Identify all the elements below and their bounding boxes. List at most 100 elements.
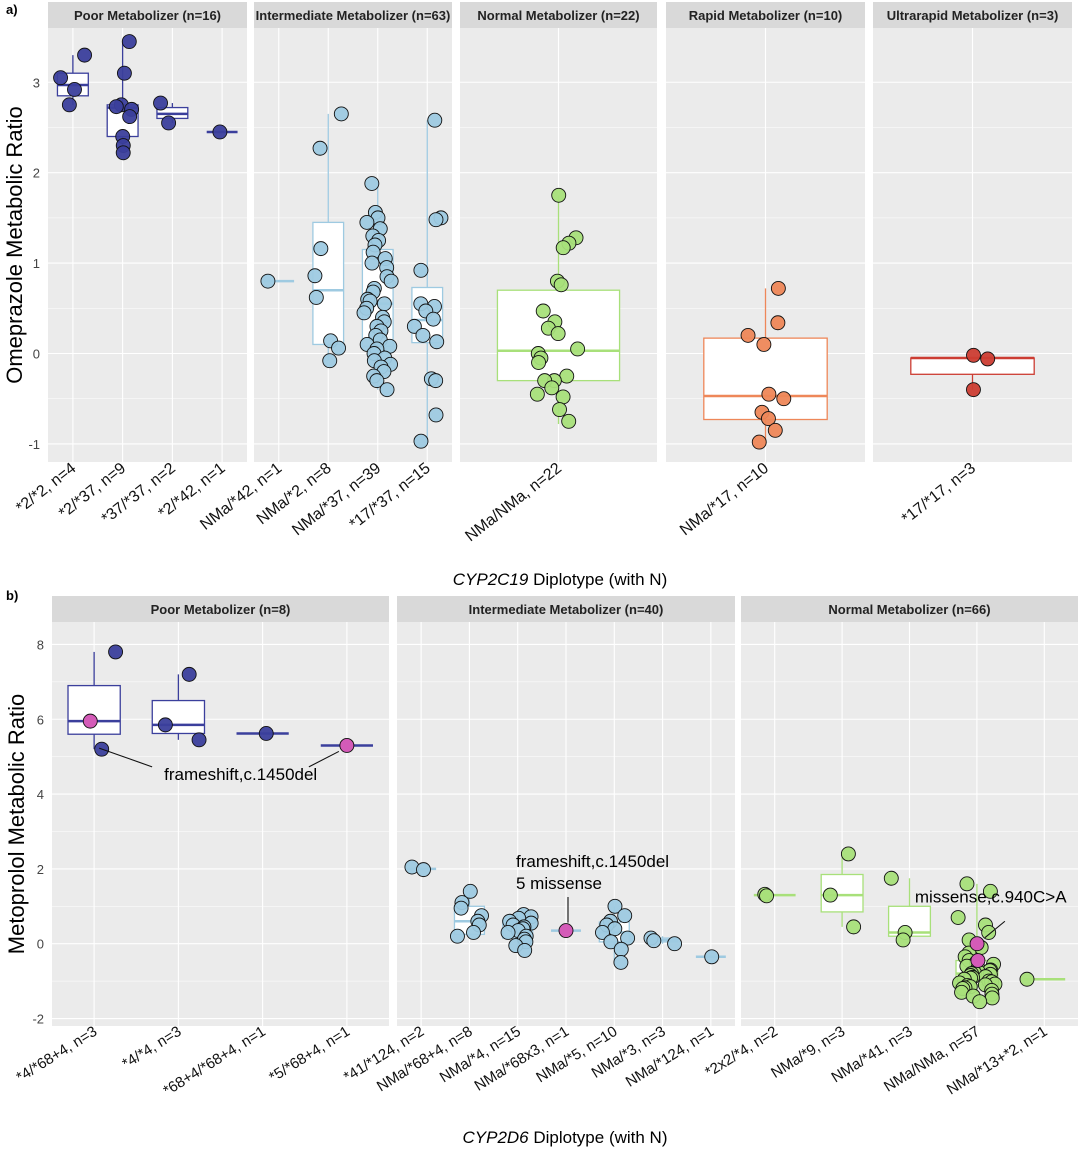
data-point <box>364 176 380 191</box>
data-point <box>307 268 323 284</box>
facet-strip <box>52 596 389 622</box>
facet-strip <box>873 2 1072 28</box>
x-axis-title-gene: CYP2C19 <box>453 570 529 589</box>
facet: Poor Metabolizer (n=16)*2/*2, n=4*2/*37,… <box>13 2 247 528</box>
facet: Intermediate Metabolizer (n=40)*41/*124,… <box>341 596 735 1095</box>
data-point <box>950 910 966 925</box>
data-point <box>559 368 575 384</box>
y-tick-label: 8 <box>37 637 44 652</box>
x-tick-label: NMa/NMa, n=22 <box>462 460 565 545</box>
annotation-text: frameshift,c.1450del <box>164 765 317 784</box>
data-point <box>760 411 776 427</box>
data-point <box>553 277 569 293</box>
data-point <box>115 145 131 161</box>
data-point <box>333 106 349 122</box>
data-point <box>425 311 441 327</box>
facet-title: Intermediate Metabolizer (n=40) <box>469 602 664 617</box>
x-tick-label: *5/*68+4, n=1 <box>266 1023 353 1086</box>
data-point <box>212 124 228 140</box>
data-point <box>840 846 856 862</box>
data-point <box>544 380 560 396</box>
panel-background <box>48 28 247 462</box>
facet-strip <box>254 2 452 28</box>
data-point <box>529 386 545 402</box>
data-point <box>552 402 567 418</box>
facet: Normal Metabolizer (n=66)*2x2/*4, n=2NMa… <box>702 596 1078 1098</box>
annotation-leader <box>308 750 340 768</box>
data-point <box>895 932 911 948</box>
data-point <box>313 241 329 257</box>
data-point <box>415 327 431 343</box>
variant-point <box>82 713 98 729</box>
data-point <box>157 717 173 733</box>
y-tick-label: 4 <box>37 787 44 802</box>
data-point <box>704 949 720 965</box>
x-tick-label: *4/*4, n=3 <box>119 1023 184 1073</box>
data-point <box>466 925 481 940</box>
data-point <box>449 928 465 944</box>
data-point <box>751 434 767 450</box>
annotation-leader <box>984 920 1006 939</box>
data-point <box>500 925 516 940</box>
x-tick-label: *17/*17, n=3 <box>899 460 979 528</box>
annotation: frameshift,c.1450del <box>98 747 340 784</box>
data-point <box>981 925 997 940</box>
data-point <box>517 942 533 958</box>
x-tick-label: NMa/*17, n=10 <box>677 460 772 539</box>
data-point <box>427 112 443 128</box>
data-point <box>322 353 338 369</box>
data-point <box>122 109 138 125</box>
data-point <box>570 341 586 357</box>
x-axis-title-rest: Diplotype (with N) <box>528 570 667 589</box>
panel-background <box>52 622 389 1026</box>
data-point <box>613 954 629 970</box>
y-tick-label: -1 <box>28 437 40 452</box>
data-point <box>740 327 756 343</box>
panel-label: a) <box>6 2 18 17</box>
facet: Rapid Metabolizer (n=10) NMa/*17, n=10 <box>666 2 865 539</box>
data-point <box>982 883 998 899</box>
facet-title: Poor Metabolizer (n=8) <box>151 602 291 617</box>
y-axis-title: Omeprazole Metabolic Ratio <box>2 106 27 384</box>
data-point <box>561 413 577 429</box>
data-point <box>413 433 429 449</box>
facet-strip <box>48 2 247 28</box>
y-tick-label: 6 <box>37 712 44 727</box>
data-point <box>646 933 662 949</box>
x-tick-label: NMa/*37, n=39 <box>289 460 384 539</box>
facet-title: Rapid Metabolizer (n=10) <box>689 8 843 23</box>
data-point <box>770 280 786 296</box>
data-point <box>620 930 636 946</box>
data-point <box>383 273 399 289</box>
y-tick-label: -2 <box>32 1012 44 1027</box>
data-point <box>883 870 899 886</box>
data-point <box>416 862 431 878</box>
data-point <box>121 34 137 50</box>
variant-point <box>970 953 986 968</box>
x-axis-title: CYP2C19 Diplotype (with N) <box>453 570 667 589</box>
annotation-text: 5 missense <box>516 874 602 893</box>
data-point <box>759 888 774 904</box>
data-point <box>959 876 975 892</box>
data-point <box>770 315 786 331</box>
data-point <box>379 382 395 398</box>
annotation: missense,c.940C>A <box>915 887 1067 939</box>
data-point <box>462 883 478 899</box>
y-tick-label: 1 <box>33 256 40 271</box>
y-tick-label: 3 <box>33 75 40 90</box>
facet-title: Poor Metabolizer (n=16) <box>74 8 221 23</box>
data-point <box>376 296 392 312</box>
y-axis-title: Metoprolol Metabolic Ratio <box>4 694 29 954</box>
data-point <box>555 240 571 256</box>
data-point <box>428 407 444 423</box>
data-point <box>364 255 380 271</box>
data-point <box>984 990 1000 1006</box>
facet-title: Intermediate Metabolizer (n=63) <box>256 8 451 23</box>
x-axis-title-gene: CYP2D6 <box>462 1128 529 1147</box>
data-point <box>607 921 623 937</box>
chart-panel-b: b) Metoprolol Metabolic Ratio -2 0 2 4 6 8 CYP2D… <box>4 588 1078 1147</box>
data-point <box>331 340 346 356</box>
facet-title: Normal Metabolizer (n=22) <box>477 8 639 23</box>
data-point <box>595 925 610 940</box>
